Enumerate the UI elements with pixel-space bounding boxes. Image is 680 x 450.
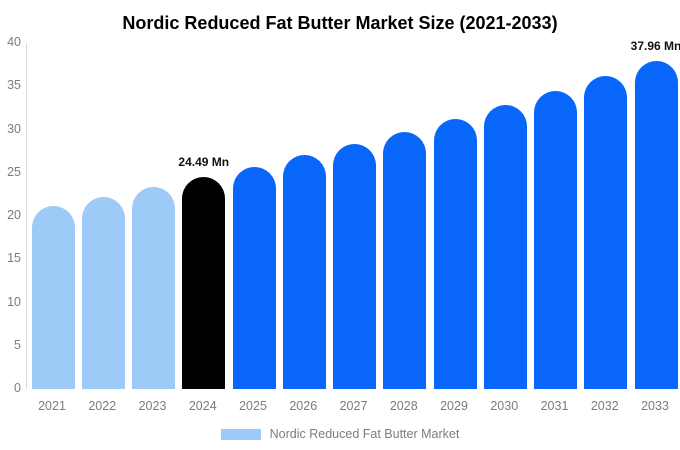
bar-2031[interactable] <box>534 90 577 389</box>
legend[interactable]: Nordic Reduced Fat Butter Market <box>0 427 680 441</box>
bar-2032[interactable] <box>584 76 628 389</box>
x-tick-2023: 2023 <box>138 399 167 413</box>
x-axis: 2021 2022 2023 2024 2025 2026 2027 2028 2029 2030… <box>0 399 680 415</box>
x-tick-2027: 2027 <box>339 399 368 413</box>
y-tick-35: 35 <box>7 78 21 93</box>
y-tick-25: 25 <box>7 164 21 179</box>
bar-2030[interactable] <box>483 105 527 389</box>
y-tick-0: 0 <box>14 381 21 395</box>
chart-title: Nordic Reduced Fat Butter Market Size (2… <box>122 13 558 33</box>
bar-2033[interactable] <box>634 60 678 389</box>
y-tick-15: 15 <box>7 251 21 266</box>
bar-2022[interactable] <box>81 196 125 389</box>
x-tick-2028: 2028 <box>389 399 418 413</box>
y-tick-10: 10 <box>7 294 21 309</box>
bar-2024[interactable] <box>182 177 226 389</box>
x-tick-2032: 2032 <box>590 399 619 413</box>
x-tick-2030: 2030 <box>490 399 519 413</box>
legend-label: Nordic Reduced Fat Butter Market <box>269 427 460 441</box>
x-tick-2033: 2033 <box>641 399 669 413</box>
bar-2026[interactable] <box>282 155 326 389</box>
x-tick-2024: 2024 <box>188 399 217 413</box>
bar-2025[interactable] <box>232 166 276 389</box>
legend-swatch <box>220 428 261 440</box>
bar-2021[interactable] <box>31 205 75 389</box>
bar-2029[interactable] <box>433 118 477 389</box>
x-tick-2022: 2022 <box>88 399 117 413</box>
data-label-2024: 24.49 Mn <box>178 155 230 170</box>
y-axis: 0 5 10 15 20 25 30 35 40 <box>0 0 22 450</box>
x-tick-2021: 2021 <box>38 399 66 413</box>
y-tick-5: 5 <box>14 337 21 352</box>
bar-2023[interactable] <box>132 187 175 389</box>
x-tick-2031: 2031 <box>540 399 569 413</box>
y-tick-20: 20 <box>7 208 21 222</box>
plot-area: 24.49 Mn 37.96 Mn <box>26 39 680 389</box>
y-tick-40: 40 <box>7 35 21 49</box>
y-tick-30: 30 <box>7 121 21 136</box>
bar-2028[interactable] <box>383 131 427 389</box>
data-label-2033: 37.96 Mn <box>630 38 680 53</box>
x-tick-2026: 2026 <box>289 399 318 413</box>
bar-2027[interactable] <box>333 143 376 389</box>
x-tick-2025: 2025 <box>239 399 267 413</box>
x-tick-2029: 2029 <box>440 399 468 413</box>
